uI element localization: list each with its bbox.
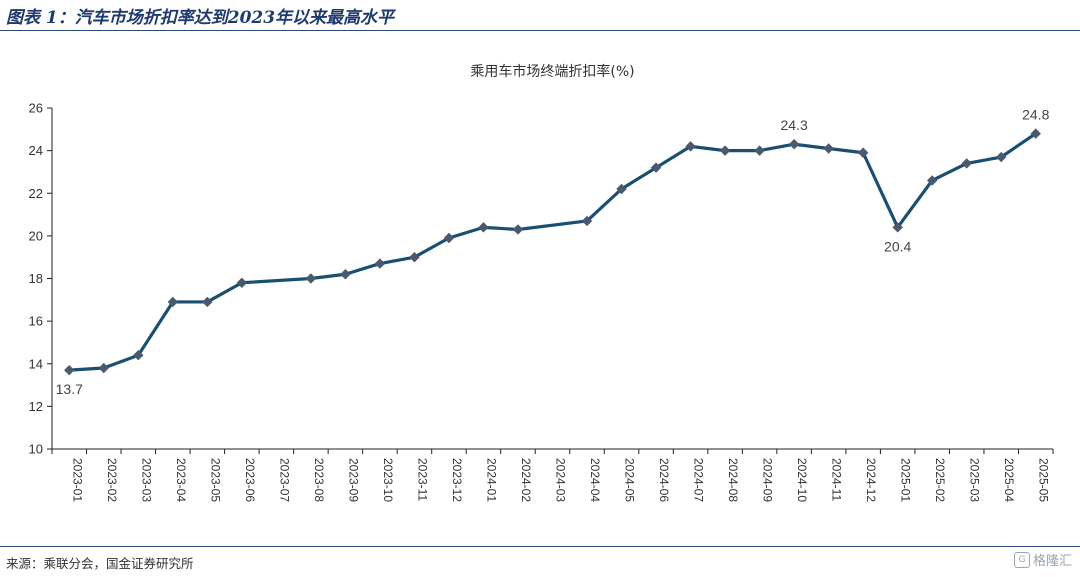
x-tick-label: 2024-09 bbox=[761, 458, 775, 502]
x-tick-label: 2024-01 bbox=[484, 458, 498, 502]
top-rule bbox=[0, 30, 1080, 31]
x-tick-label: 2024-05 bbox=[623, 458, 637, 502]
x-tick-label: 2023-07 bbox=[277, 458, 291, 502]
data-point-marker bbox=[340, 269, 351, 280]
data-point-marker bbox=[478, 222, 489, 233]
x-tick-label: 2023-10 bbox=[381, 458, 395, 502]
data-point-marker bbox=[64, 364, 75, 376]
data-point-marker bbox=[754, 145, 765, 156]
y-tick-label: 24 bbox=[29, 143, 43, 158]
y-tick-label: 20 bbox=[29, 228, 43, 243]
data-point-marker bbox=[996, 151, 1007, 163]
x-tick-label: 2024-10 bbox=[795, 458, 809, 502]
chart-title: 乘用车市场终端折扣率(%) bbox=[470, 63, 634, 80]
x-tick-label: 2024-11 bbox=[830, 458, 844, 501]
data-label: 20.4 bbox=[884, 238, 911, 254]
data-point-marker bbox=[167, 296, 179, 308]
x-tick-label: 2025-02 bbox=[933, 458, 947, 502]
x-tick-label: 2024-03 bbox=[554, 458, 568, 502]
x-tick-label: 2024-02 bbox=[519, 458, 533, 502]
data-point-marker bbox=[443, 232, 455, 244]
data-point-marker bbox=[892, 222, 903, 233]
data-labels: 13.7 24.3 20.4 24.8 bbox=[56, 107, 1050, 398]
x-tick-label: 2024-04 bbox=[588, 458, 602, 502]
data-point-marker bbox=[650, 162, 662, 173]
axes: 10 12 14 16 18 20 22 24 26 2023-01 2023-02 2023-03 2… bbox=[29, 101, 1054, 502]
data-point-marker bbox=[305, 273, 317, 284]
x-tick-label: 2023-08 bbox=[312, 458, 326, 502]
data-point-marker bbox=[823, 143, 834, 154]
x-tick-label: 2023-11 bbox=[415, 458, 429, 501]
data-point-marker bbox=[685, 141, 696, 152]
source-note: 来源：乘联分会，国金证券研究所 bbox=[6, 556, 194, 571]
y-tick-label: 10 bbox=[29, 442, 43, 457]
watermark-text: 格隆汇 bbox=[1032, 554, 1072, 569]
x-tick-label: 2025-01 bbox=[899, 458, 913, 502]
x-tick-label: 2023-02 bbox=[105, 458, 119, 502]
x-tick-label: 2023-04 bbox=[174, 458, 188, 502]
y-tick-label: 12 bbox=[29, 399, 43, 414]
watermark: G 格隆汇 bbox=[1013, 550, 1072, 569]
data-point-marker bbox=[98, 362, 109, 374]
series-line bbox=[64, 128, 1041, 376]
x-tick-label: 2024-08 bbox=[726, 458, 740, 502]
x-tick-label: 2023-06 bbox=[243, 458, 257, 502]
data-point-marker bbox=[857, 147, 869, 158]
x-tick-label: 2024-12 bbox=[864, 458, 878, 502]
data-point-marker bbox=[961, 158, 972, 169]
data-label: 24.3 bbox=[780, 117, 807, 133]
data-label: 24.8 bbox=[1022, 107, 1049, 123]
x-tick-label: 2025-03 bbox=[968, 458, 982, 502]
y-tick-label: 26 bbox=[29, 101, 43, 116]
data-label: 13.7 bbox=[56, 381, 83, 397]
bottom-rule bbox=[0, 546, 1080, 547]
y-tick-label: 16 bbox=[29, 314, 43, 329]
x-tick-label: 2023-01 bbox=[70, 458, 84, 502]
data-point-marker bbox=[236, 277, 248, 288]
x-tick-label: 2023-05 bbox=[208, 458, 222, 502]
y-tick-label: 14 bbox=[29, 356, 43, 371]
watermark-logo-icon: G bbox=[1013, 551, 1030, 568]
figure-title: 图表 1：汽车市场折扣率达到2023年以来最高水平 bbox=[6, 8, 395, 28]
x-tick-label: 2025-04 bbox=[1002, 458, 1016, 502]
x-tick-label: 2023-09 bbox=[346, 458, 360, 502]
data-point-marker bbox=[133, 350, 144, 361]
y-tick-label: 18 bbox=[29, 271, 43, 286]
line-chart: 乘用车市场终端折扣率(%) 10 12 14 16 18 20 22 24 26 2023-01 2… bbox=[29, 63, 1054, 502]
x-tick-label: 2023-12 bbox=[450, 458, 464, 502]
y-tick-label: 22 bbox=[29, 186, 43, 201]
data-point-marker bbox=[719, 145, 731, 156]
data-point-marker bbox=[409, 251, 420, 263]
data-point-marker bbox=[788, 139, 800, 150]
data-point-marker bbox=[1030, 128, 1041, 139]
x-tick-label: 2024-06 bbox=[657, 458, 671, 502]
data-point-marker bbox=[616, 183, 627, 195]
data-point-marker bbox=[926, 175, 938, 186]
x-tick-label: 2023-03 bbox=[139, 458, 153, 502]
data-point-marker bbox=[374, 258, 386, 269]
data-point-marker bbox=[512, 224, 524, 235]
data-point-marker bbox=[581, 215, 593, 227]
x-tick-label: 2025-05 bbox=[1037, 458, 1051, 502]
data-point-marker bbox=[202, 296, 213, 308]
x-tick-label: 2024-07 bbox=[692, 458, 706, 502]
